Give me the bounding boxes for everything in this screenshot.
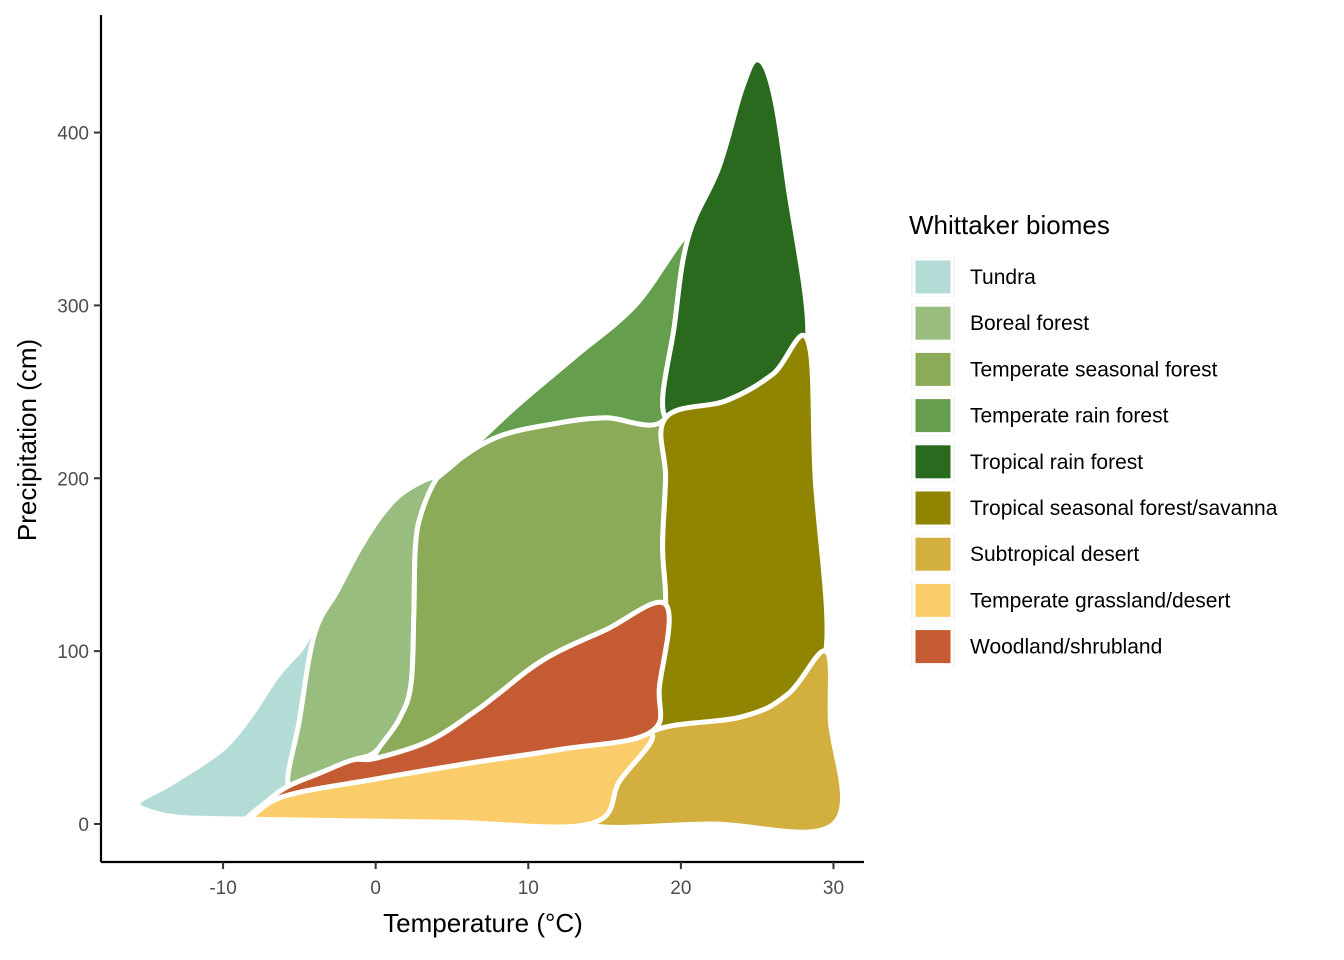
legend: Whittaker biomes Tundra Boreal forest Temp… (909, 210, 1278, 667)
biome-regions (135, 57, 845, 835)
legend-swatch (912, 442, 954, 482)
x-tick-label: 0 (370, 878, 381, 899)
legend-label: Temperate rain forest (970, 405, 1169, 428)
legend-item-subtropical-desert: Subtropical desert (911, 534, 1139, 575)
legend-item-temperate-rain-forest: Temperate rain forest (911, 395, 1169, 436)
legend-swatch (912, 534, 954, 574)
x-axis-ticks: -10 0 10 20 30 (209, 862, 844, 899)
x-tick-label: -10 (209, 878, 236, 899)
legend-swatch (912, 257, 954, 297)
biome-region-woodland-shrubland (243, 599, 672, 823)
legend-label: Subtropical desert (970, 543, 1139, 566)
y-tick-label: 300 (57, 296, 89, 317)
y-axis-ticks: 0 100 200 300 400 (57, 124, 101, 836)
legend-item-boreal-forest: Boreal forest (911, 303, 1089, 344)
x-tick-label: 30 (823, 878, 844, 899)
legend-item-tundra: Tundra (911, 257, 1036, 297)
legend-item-tropical-rain-forest: Tropical rain forest (911, 441, 1143, 482)
y-tick-label: 400 (57, 124, 89, 145)
legend-label: Temperate grassland/desert (970, 589, 1230, 612)
legend-item-woodland-shrubland: Woodland/shrubland (911, 626, 1162, 667)
y-tick-label: 0 (78, 815, 89, 836)
legend-swatch (912, 627, 954, 667)
legend-label: Tropical seasonal forest/savanna (970, 497, 1278, 520)
y-axis-title: Precipitation (cm) (12, 339, 42, 541)
y-tick-label: 100 (57, 642, 89, 663)
y-tick-label: 200 (57, 469, 89, 490)
legend-label: Tundra (970, 266, 1036, 289)
biome-region-tropical-rain-forest (660, 57, 811, 425)
legend-label: Tropical rain forest (970, 451, 1143, 474)
x-axis-title: Temperature (°C) (383, 908, 583, 938)
legend-swatch (912, 303, 954, 343)
legend-items: Tundra Boreal forest Temperate seasonal fo… (911, 257, 1278, 667)
legend-item-temperate-seasonal-forest: Temperate seasonal forest (911, 349, 1218, 390)
legend-label: Temperate seasonal forest (970, 358, 1218, 381)
legend-swatch (912, 488, 954, 528)
legend-swatch (912, 349, 954, 389)
legend-title: Whittaker biomes (909, 210, 1110, 240)
legend-item-temperate-grassland-desert: Temperate grassland/desert (911, 580, 1230, 621)
legend-swatch (912, 396, 954, 436)
x-tick-label: 20 (670, 878, 691, 899)
legend-item-tropical-seasonal-forest-savanna: Tropical seasonal forest/savanna (911, 488, 1278, 528)
axes: -10 0 10 20 30 0 100 200 300 400 (57, 15, 864, 899)
legend-swatch (912, 580, 954, 620)
legend-label: Woodland/shrubland (970, 636, 1162, 659)
legend-label: Boreal forest (970, 312, 1089, 335)
x-tick-label: 10 (518, 878, 539, 899)
